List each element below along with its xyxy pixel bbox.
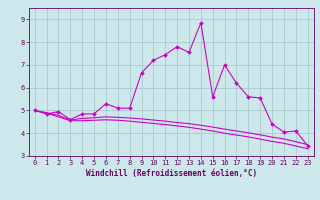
X-axis label: Windchill (Refroidissement éolien,°C): Windchill (Refroidissement éolien,°C) bbox=[86, 169, 257, 178]
